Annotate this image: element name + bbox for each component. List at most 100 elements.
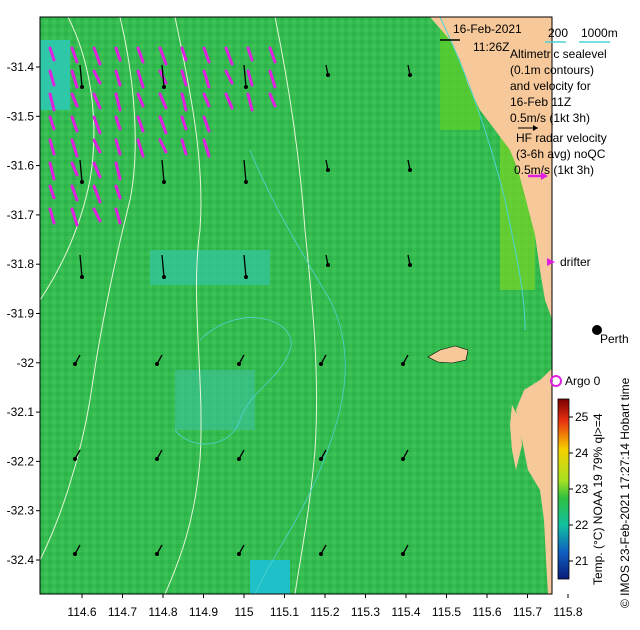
altimetry-arrowhead <box>162 180 166 184</box>
hf-velocity-arrow <box>224 69 234 85</box>
lon-tick-label: 115.2 <box>310 605 339 619</box>
lon-tick-label: 115.3 <box>351 605 380 619</box>
altimetry-arrowhead <box>244 180 248 184</box>
altimetry-arrowhead <box>408 168 412 172</box>
lon-tick-label: 114.7 <box>108 605 137 619</box>
altimetry-arrowhead <box>319 457 323 461</box>
lon-tick-label: 115.4 <box>391 605 420 619</box>
latitude-axis: -31.4 -31.5 -31.6 -31.7 -31.8 -31.9 -32 -32.1 -3… <box>7 60 40 567</box>
hf-line-1: HF radar velocity <box>516 131 607 145</box>
sealevel-contour <box>40 17 136 561</box>
lat-tick-label: -32.3 <box>7 504 35 518</box>
hf-velocity-arrow <box>114 92 122 112</box>
hf-velocity-arrow <box>136 115 145 133</box>
lon-tick-label: 115.8 <box>553 605 582 619</box>
lat-tick-label: -32.1 <box>7 405 35 419</box>
altimetry-arrowhead <box>73 362 77 366</box>
altimetry-line-5: 0.5m/s (1kt 3h) <box>510 111 590 125</box>
altimetry-arrowhead <box>73 552 77 556</box>
lon-tick-label: 115.6 <box>472 605 501 619</box>
altimetry-arrowhead <box>80 180 84 184</box>
hf-velocity-arrow <box>92 115 102 135</box>
hf-velocity-arrow <box>202 138 211 158</box>
hf-velocity-arrow <box>92 207 102 223</box>
altimetry-arrowhead <box>244 275 248 279</box>
hf-velocity-arrow <box>158 115 168 135</box>
altimetry-velocity-arrow <box>243 64 247 88</box>
header-time: 11:26Z <box>473 40 509 54</box>
altimetry-arrowhead <box>80 85 84 89</box>
lon-tick-label: 114.9 <box>189 605 218 619</box>
hf-line-2: (3-6h avg) noQC <box>516 147 606 161</box>
hf-velocity-arrow <box>180 138 188 156</box>
hf-velocity-arrow <box>136 92 145 108</box>
altimetry-arrowhead <box>326 73 330 77</box>
hf-velocity-arrow <box>70 115 79 133</box>
colorbar-tick-label: 22 <box>575 518 589 532</box>
rottnest-island <box>427 345 469 364</box>
altimetry-arrowhead <box>237 552 241 556</box>
cool-patch <box>150 250 270 285</box>
altimetry-arrowhead <box>155 552 159 556</box>
hf-line-3: 0.5m/s (1kt 3h) <box>514 163 594 177</box>
colorbar-label: Temp. (°C) NOAA 19 79% ql>=4 <box>591 413 605 585</box>
lat-tick-label: -31.7 <box>7 208 35 222</box>
hf-velocity-arrow <box>70 92 79 108</box>
altimetry-scale-arrowhead <box>533 125 538 131</box>
hf-velocity-arrow <box>48 69 56 87</box>
isobath-1000m <box>174 317 292 445</box>
hf-velocity-arrow <box>224 92 234 110</box>
altimetry-velocity-arrow <box>79 159 83 183</box>
hf-velocity-arrow <box>158 92 168 110</box>
sealevel-contour <box>164 17 202 594</box>
plot-frame <box>39 16 553 595</box>
hf-velocity-arrow <box>180 115 188 131</box>
altimetry-arrowhead <box>162 85 166 89</box>
hf-velocity-arrow <box>114 138 122 156</box>
header-date: 16-Feb-2021 <box>453 22 522 36</box>
altimetry-arrowhead <box>80 275 84 279</box>
argo-float-icon <box>550 375 562 387</box>
altimetry-arrowhead <box>155 362 159 366</box>
altimetry-velocity-arrow <box>161 64 165 88</box>
cool-patch <box>40 40 70 110</box>
hf-velocity-arrow <box>114 69 122 87</box>
altimetry-arrowhead <box>237 457 241 461</box>
altimetry-velocity-arrow <box>161 159 165 183</box>
altimetry-line-1: Altimetric sealevel <box>510 47 607 61</box>
lon-tick-label: 114.6 <box>67 605 96 619</box>
colorbar-tick-label: 25 <box>575 410 589 424</box>
altimetry-arrowhead <box>326 263 330 267</box>
altimetry-line-2: (0.1m contours) <box>510 63 594 77</box>
altimetry-line-3: and velocity for <box>510 79 591 93</box>
hf-velocity-arrow <box>114 207 122 225</box>
altimetry-velocity-arrow <box>161 254 165 278</box>
hf-velocity-arrow <box>246 92 254 112</box>
altimetry-arrowhead <box>237 362 241 366</box>
hf-velocity-arrow <box>48 207 56 225</box>
lon-tick-label: 114.8 <box>148 605 177 619</box>
lat-tick-label: -31.9 <box>7 307 35 321</box>
altimetry-arrowhead <box>408 263 412 267</box>
lat-tick-label: -32.4 <box>7 553 35 567</box>
hf-velocity-arrow <box>180 92 188 112</box>
hf-velocity-arrow <box>136 138 145 158</box>
altimetry-arrowhead <box>244 85 248 89</box>
hf-velocity-arrow <box>136 46 145 64</box>
hf-velocity-arrow <box>70 69 79 89</box>
scale-1000: 1000m <box>581 26 618 40</box>
hf-velocity-arrow <box>202 46 211 64</box>
altimetry-arrowhead <box>162 275 166 279</box>
hf-velocity-arrow <box>92 92 102 110</box>
sealevel-contour <box>40 17 95 301</box>
hf-velocity-arrow <box>246 46 254 62</box>
hf-velocity-arrow <box>202 92 211 108</box>
hf-velocity-arrow <box>70 46 79 64</box>
hf-velocity-arrow <box>92 161 102 179</box>
hf-velocity-arrow <box>246 69 254 87</box>
drifter-icon <box>547 258 555 266</box>
sealevel-contour <box>274 17 318 594</box>
hf-velocity-arrow <box>48 115 56 131</box>
altimetry-arrowhead <box>319 362 323 366</box>
colorbar-tick-label: 21 <box>575 554 589 568</box>
